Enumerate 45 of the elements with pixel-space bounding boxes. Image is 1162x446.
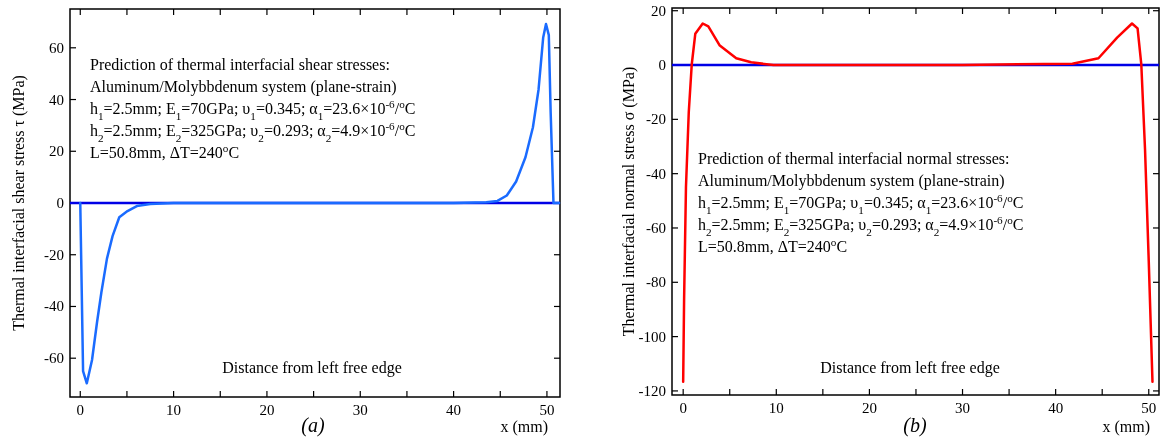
x-tick-label: 10 [768, 400, 784, 416]
x-axis-title: x (mm) [1102, 418, 1150, 436]
y-tick-label: -20 [646, 111, 666, 128]
x-tick-label: 20 [861, 400, 877, 416]
y-tick-label: 0 [658, 57, 666, 74]
x-tick-label: 30 [352, 402, 368, 418]
y-tick-label: 40 [49, 91, 64, 108]
text: h$_{1}$=2.5mm; E$_{1}$=70GPa; υ$_{1}$=0.345; α$_{1}$=23.6×10$^{-6}$/$^{o}$C [90, 98, 416, 122]
y-tick-label: -100 [638, 328, 666, 345]
x-tick-label: 20 [259, 402, 275, 418]
x-tick-label: 40 [446, 402, 462, 418]
x-tick-label: 30 [955, 400, 971, 416]
text: (b) [903, 414, 927, 437]
y-tick-label: -20 [44, 246, 64, 263]
x-tick-label: 10 [166, 402, 182, 418]
y-axis-title: Thermal interfacial normal stress σ (MPa) [620, 66, 638, 337]
y-tick-label: -60 [646, 219, 666, 236]
x-tick-label: 50 [539, 402, 555, 418]
x-tick-label: 0 [679, 400, 687, 416]
text: (a) [301, 414, 325, 437]
annotation: L=50.8mm, ΔT=240$^{o}$C [90, 142, 240, 161]
x-tick-label: 50 [1141, 400, 1157, 416]
annotation: Distance from left free edge [222, 359, 402, 377]
annotation: Prediction of thermal interfacial shear stresses: [90, 56, 390, 73]
annotation: Aluminum/Molybbdenum system (plane-strain) [90, 78, 397, 96]
y-tick-label: -60 [44, 350, 64, 367]
y-tick-label: 60 [49, 39, 64, 56]
text: h$_{2}$=2.5mm; E$_{2}$=325GPa; υ$_{2}$=0.293; α$_{2}$=4.9×10$^{-6}$/$^{o}$C [90, 120, 416, 144]
y-tick-label: -40 [44, 298, 64, 315]
annotation: Prediction of thermal interfacial normal stresses: [698, 150, 1010, 167]
y-tick-label: -80 [646, 274, 666, 291]
y-tick-label: -120 [638, 382, 666, 399]
x-tick-label: 0 [76, 402, 85, 418]
text: h$_{2}$=2.5mm; E$_{2}$=325GPa; υ$_{2}$=0.293; α$_{2}$=4.9×10$^{-6}$/$^{o}$C [698, 214, 1024, 238]
y-tick-label: 0 [56, 195, 64, 211]
x-tick-label: 40 [1048, 400, 1064, 416]
annotation: Aluminum/Molybbdenum system (plane-strain) [698, 172, 1005, 190]
y-tick-label: 20 [651, 2, 666, 19]
y-axis-title: Thermal interfacial shear stress τ (MPa) [10, 75, 28, 331]
annotation: L=50.8mm, ΔT=240$^{o}$C [698, 236, 848, 255]
y-tick-label: 20 [49, 143, 64, 160]
y-tick-label: -40 [646, 165, 666, 182]
text: h$_{1}$=2.5mm; E$_{1}$=70GPa; υ$_{1}$=0.345; α$_{1}$=23.6×10$^{-6}$/$^{o}$C [698, 192, 1024, 216]
x-axis-title: x (mm) [500, 418, 548, 436]
annotation: Distance from left free edge [820, 359, 1000, 377]
